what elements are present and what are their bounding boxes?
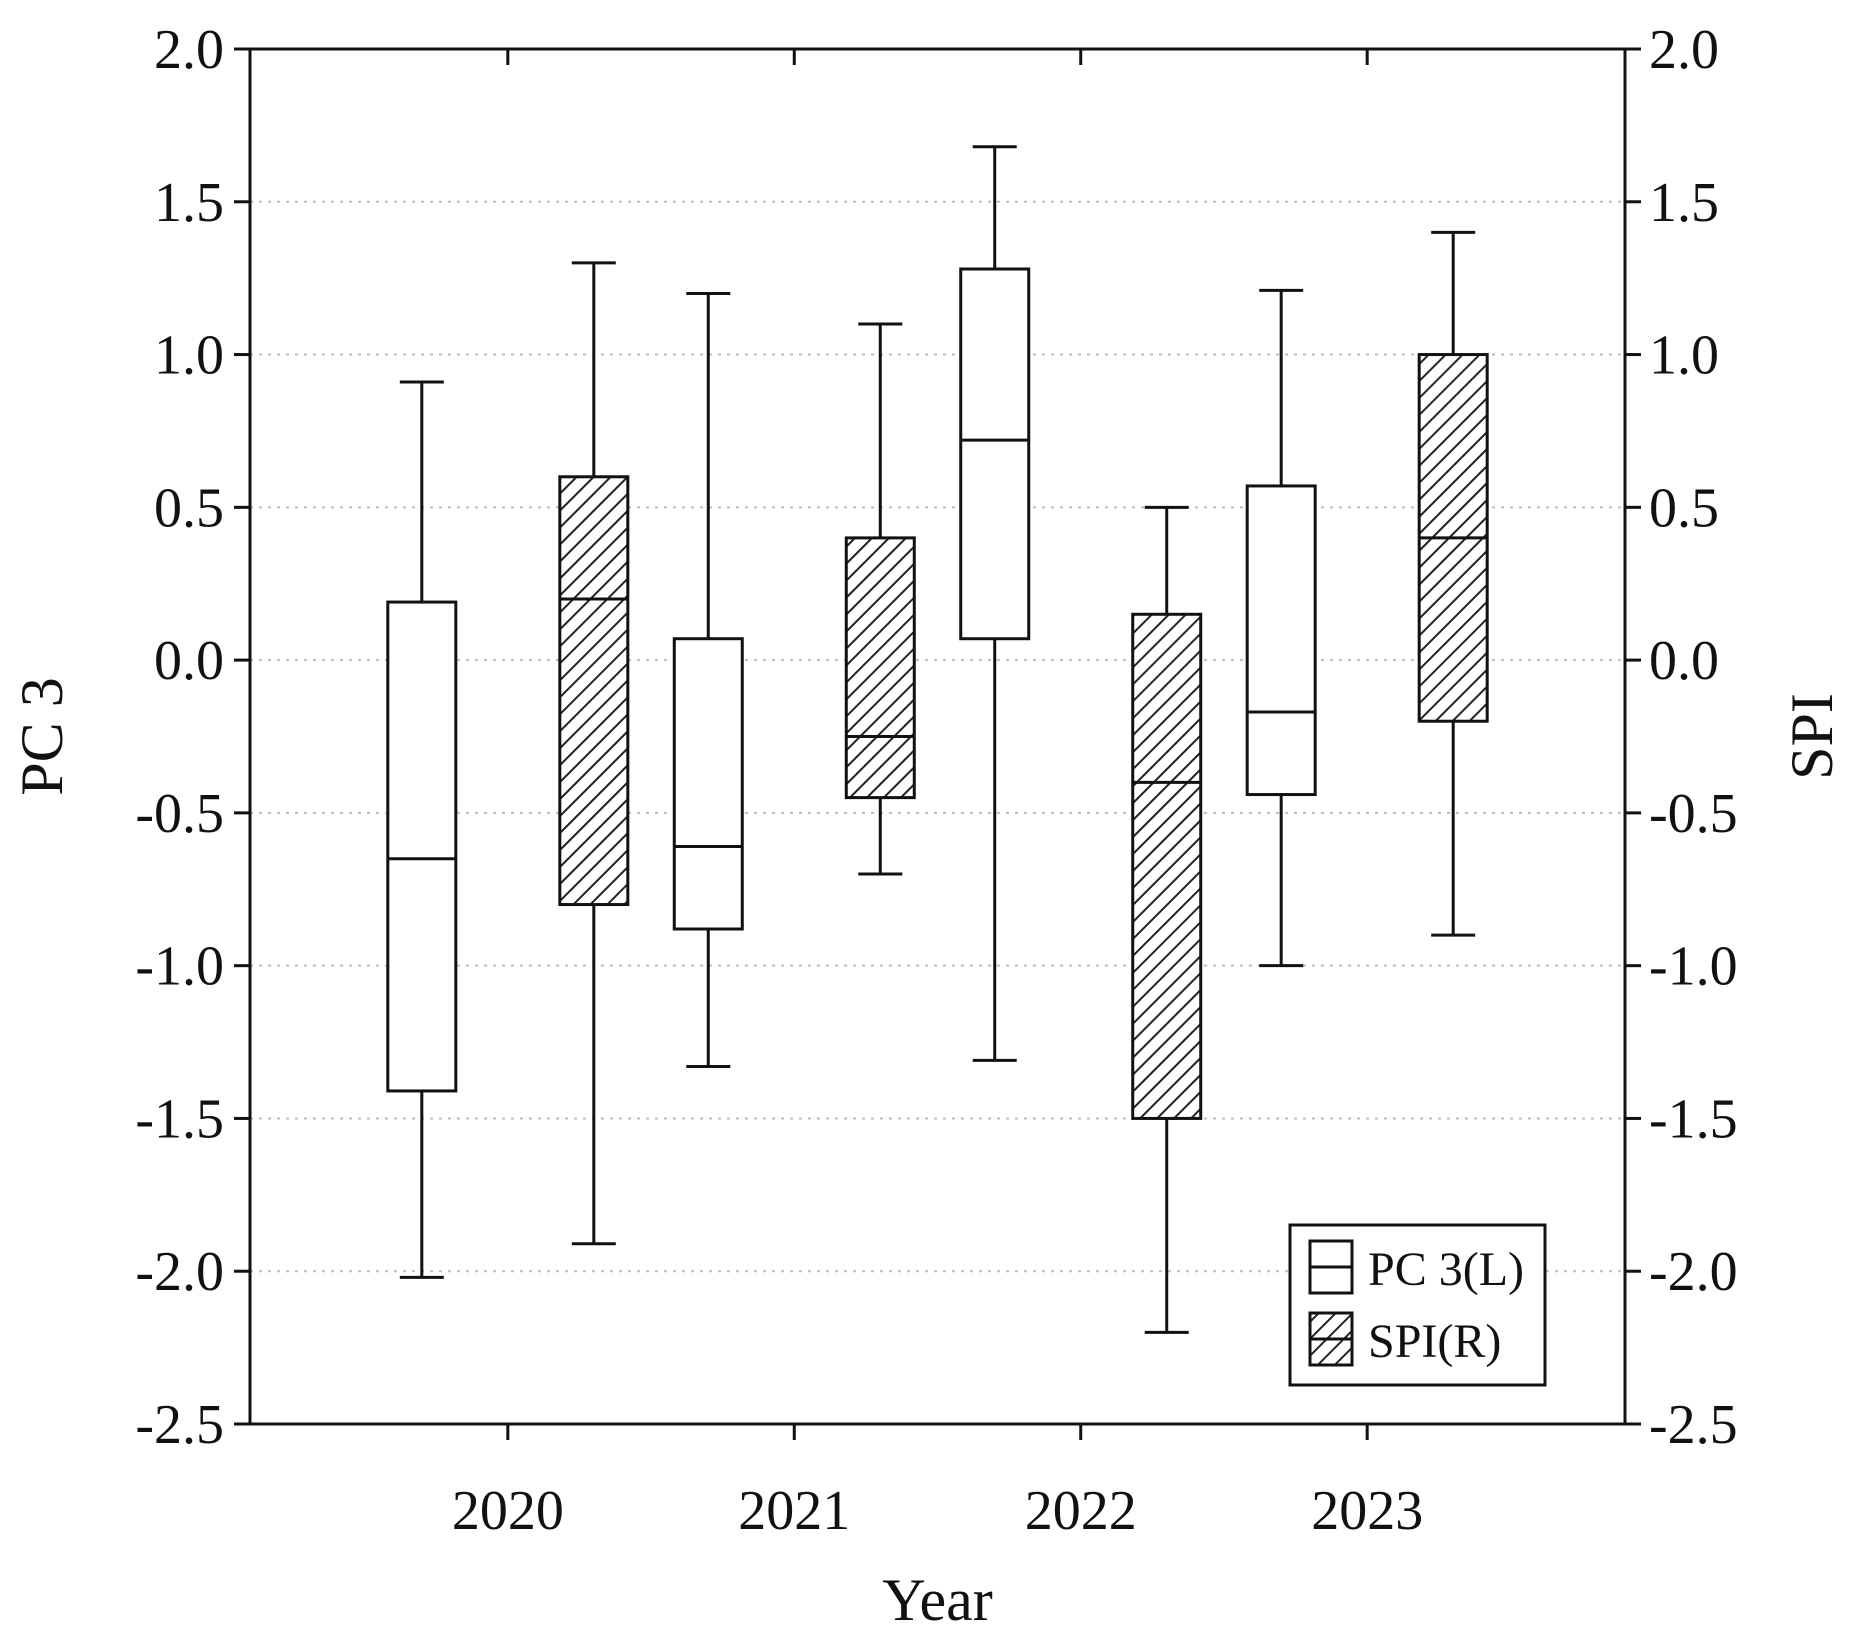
iqr-box xyxy=(386,600,458,1093)
iqr-box xyxy=(959,267,1031,641)
legend-label-pc-3-l: PC 3(L) xyxy=(1368,1243,1524,1296)
axes: 2.0 2.0 1.5 1.5 1.0 1.0 0.5 0.5 0.0 0.0 -0.5 -0.5 -1… xyxy=(9,19,1845,1633)
y-tick-label-left: -2.0 xyxy=(135,1241,224,1303)
x-tick-label: 2023 xyxy=(1311,1480,1423,1542)
y-tick-label-right: -2.0 xyxy=(1649,1241,1738,1303)
pc-3-l-box-2021 xyxy=(672,291,744,1068)
legend: PC 3(L) SPI(R) xyxy=(1288,1223,1547,1387)
iqr-box xyxy=(844,536,916,800)
boxes xyxy=(386,145,1489,1334)
y-tick-label-right: 0.0 xyxy=(1649,630,1719,692)
y-tick-label-right: 0.5 xyxy=(1649,477,1719,539)
plot-frame xyxy=(248,47,1627,1426)
spi-r-box-2022 xyxy=(1131,505,1203,1334)
y-axis-title-left: PC 3 xyxy=(9,677,75,795)
spi-r-box-2023 xyxy=(1417,230,1489,937)
x-tick-label: 2022 xyxy=(1025,1480,1137,1542)
y-tick-label-right: 1.0 xyxy=(1649,325,1719,387)
y-tick-label-right: -1.5 xyxy=(1649,1088,1738,1150)
y-tick-label-left: 0.0 xyxy=(154,630,224,692)
x-tick-label: 2020 xyxy=(452,1480,564,1542)
y-tick-label-left: 2.0 xyxy=(154,19,224,81)
pc-3-l-box-2020 xyxy=(386,380,458,1279)
y-axis-title-right: SPI xyxy=(1779,693,1845,780)
iqr-box xyxy=(672,637,744,931)
y-tick-label-left: -1.5 xyxy=(135,1088,224,1150)
x-axis-title: Year xyxy=(882,1567,993,1633)
legend-label-spi-r: SPI(R) xyxy=(1368,1315,1501,1368)
pc-3-l-box-2022 xyxy=(959,145,1031,1062)
iqr-box xyxy=(1131,612,1203,1120)
y-tick-label-left: -0.5 xyxy=(135,783,224,845)
iqr-box xyxy=(558,475,630,907)
x-tick-label: 2021 xyxy=(738,1480,850,1542)
iqr-box xyxy=(1245,484,1317,797)
y-tick-label-left: 0.5 xyxy=(154,477,224,539)
y-tick-label-right: -2.5 xyxy=(1649,1394,1738,1456)
y-tick-label-left: -1.0 xyxy=(135,936,224,998)
spi-r-box-2020 xyxy=(558,261,630,1246)
y-tick-label-right: -0.5 xyxy=(1649,783,1738,845)
pc-3-l-box-2023 xyxy=(1245,288,1317,968)
y-tick-label-right: -1.0 xyxy=(1649,936,1738,998)
y-tick-label-left: 1.0 xyxy=(154,325,224,387)
y-tick-label-left: 1.5 xyxy=(154,172,224,234)
y-tick-label-right: 1.5 xyxy=(1649,172,1719,234)
spi-r-box-2021 xyxy=(844,322,916,876)
y-tick-label-right: 2.0 xyxy=(1649,19,1719,81)
y-tick-label-left: -2.5 xyxy=(135,1394,224,1456)
